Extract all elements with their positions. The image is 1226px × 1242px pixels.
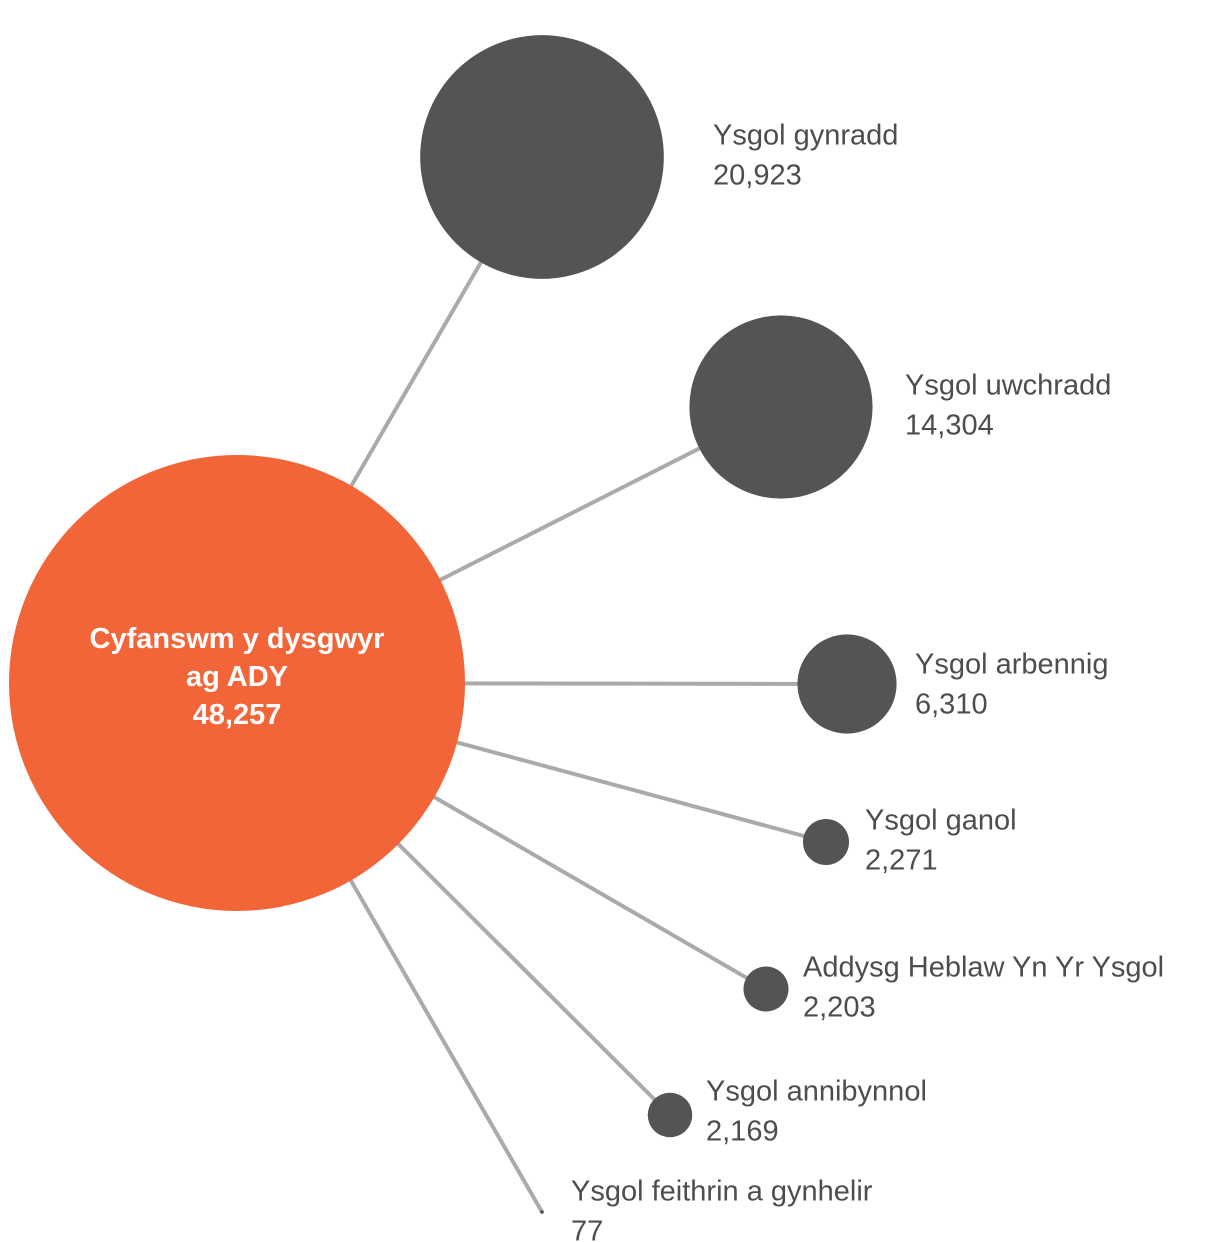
bubble-value: 2,271 xyxy=(865,845,938,877)
bubble-value: 2,203 xyxy=(803,992,876,1024)
bubble-value: 6,310 xyxy=(915,689,988,721)
center-value: 48,257 xyxy=(192,699,282,731)
bubble xyxy=(797,634,897,734)
bubble xyxy=(647,1092,693,1138)
bubble-value: 20,923 xyxy=(713,160,802,192)
center-label: Cyfanswm y dysgwyr ag ADY 48,257 xyxy=(87,620,387,734)
bubble-label: Ysgol feithrin a gynhelir xyxy=(571,1176,873,1208)
bubble xyxy=(802,818,850,866)
bubble xyxy=(540,1210,544,1214)
bubble-label: Ysgol gynradd xyxy=(713,120,898,152)
bubble xyxy=(420,35,664,279)
bubble-value: 2,169 xyxy=(706,1116,779,1148)
bubble-label: Ysgol uwchradd xyxy=(905,370,1111,402)
bubble-label: Addysg Heblaw Yn Yr Ysgol xyxy=(803,952,1164,984)
bubble xyxy=(743,966,789,1012)
bubble-value: 77 xyxy=(571,1216,603,1242)
nodes xyxy=(9,35,897,1214)
bubble-label: Ysgol ganol xyxy=(865,805,1017,837)
center-bubble xyxy=(9,455,465,911)
bubble xyxy=(689,315,873,499)
center-title: Cyfanswm y dysgwyr ag ADY xyxy=(89,623,385,693)
bubble-label: Ysgol annibynnol xyxy=(706,1076,927,1108)
bubble-label: Ysgol arbennig xyxy=(915,649,1108,681)
bubble-value: 14,304 xyxy=(905,410,994,442)
